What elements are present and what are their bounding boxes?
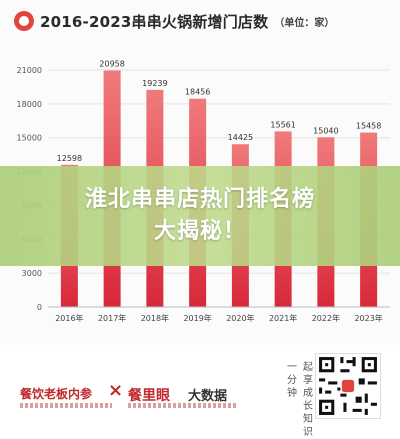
bar-value-label: 15561: [270, 120, 295, 129]
x-tick-label: 2019年: [183, 313, 211, 323]
qr-code-graphic: [316, 354, 380, 418]
brand-logo-dashuju: 大数据: [188, 389, 228, 404]
chart-header: 2016-2023串串火锅新增门店数 （单位：家）: [14, 8, 334, 34]
brand-logo-canyin: 餐饮老板内参: [20, 387, 93, 401]
x-tick-label: 2020年: [226, 313, 254, 323]
x-tick-label: 2021年: [269, 313, 297, 323]
y-tick-label: 3000: [22, 269, 42, 278]
brand-logo-canliyan: 餐里眼: [128, 388, 170, 404]
circle-bullet-icon: [14, 11, 34, 31]
bar-value-label: 19239: [142, 79, 167, 88]
y-tick-label: 21000: [17, 66, 42, 75]
qr-code-icon: [315, 353, 381, 419]
brand-logo-canyin-subline: [20, 403, 112, 408]
chart-title: 2016-2023串串火锅新增门店数: [40, 12, 269, 31]
bar-value-label: 14425: [228, 133, 253, 142]
promo-banner: 淮北串串店热门排名榜 大揭秘！: [0, 166, 400, 266]
bar-value-label: 20958: [99, 59, 124, 68]
x-tick-label: 2023年: [354, 313, 382, 323]
footer: 餐饮老板内参 × 餐里眼 大数据 一分钟 起享成长知识: [0, 345, 400, 438]
x-tick-label: 2017年: [98, 313, 126, 323]
qr-caption-2: 起享成长知识: [303, 362, 313, 438]
x-tick-label: 2022年: [312, 313, 340, 323]
y-tick-label: 0: [37, 303, 42, 312]
chart-unit: （单位：家）: [274, 17, 335, 29]
y-tick-label: 18000: [17, 100, 42, 109]
brand-separator: ×: [108, 380, 124, 401]
bar-value-label: 15458: [356, 122, 381, 131]
qr-caption-1: 一分钟: [287, 362, 297, 399]
y-tick-label: 15000: [17, 134, 42, 143]
banner-line-2: 大揭秘！: [153, 219, 246, 244]
brand-logo-canliyan-subline: [128, 403, 238, 408]
x-tick-label: 2016年: [55, 313, 83, 323]
bar-value-label: 15040: [313, 126, 338, 135]
banner-line-1: 淮北串串店热门排名榜: [84, 187, 315, 212]
bar-value-label: 18456: [185, 88, 210, 97]
bar-value-label: 12598: [57, 154, 82, 163]
x-tick-label: 2018年: [141, 313, 169, 323]
